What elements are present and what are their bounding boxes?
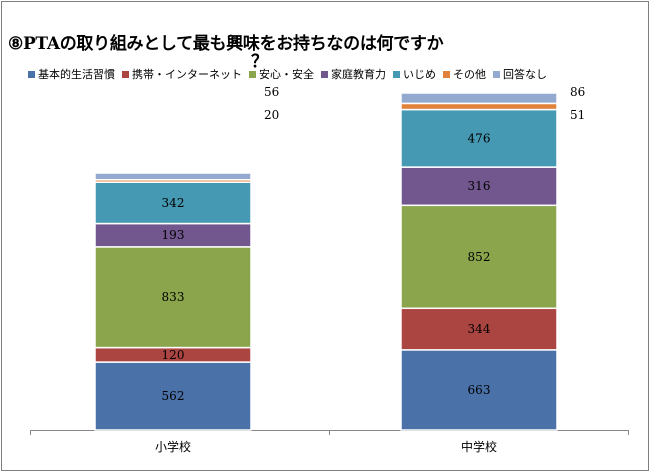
data-label: 56 [264,85,279,99]
data-label: 344 [468,322,491,336]
bar-segment [400,349,558,431]
category-label: 中学校 [461,439,497,454]
bar-segment [94,361,252,431]
bar-segment [400,204,558,310]
chart-title: ⑧PTAの取り組みとして最も興味をお持ちなのは何ですか [8,34,444,54]
bar-segment [94,181,252,225]
bar-segment [400,307,558,351]
bar-segment [400,102,558,111]
legend-label: 基本的生活習慣 [38,68,115,81]
data-label: 562 [162,389,185,403]
legend-label: 家庭教育力 [331,68,386,81]
chart-title-wrap: ？ [251,52,268,72]
legend-label: その他 [453,68,486,81]
legend-swatch [493,70,500,78]
data-label: 86 [570,85,585,99]
data-label: 342 [162,196,185,210]
data-label: 51 [570,108,585,122]
data-label: 852 [468,250,491,264]
legend-swatch [122,70,129,78]
bar-segment [400,92,558,105]
legend-item: 回答なし [493,66,547,82]
bar-segment [400,108,558,168]
legend-item: 携帯・インターネット [122,66,242,82]
data-label: 20 [264,108,279,122]
legend-item: その他 [443,66,486,82]
legend-swatch [443,70,450,78]
data-label: 193 [162,228,185,242]
legend: 基本的生活習慣 携帯・インターネット 安心・安全 家庭教育力 いじめ その他 回答なし [28,66,547,82]
legend-swatch [28,70,35,78]
category-label: 小学校 [155,439,191,454]
legend-label: いじめ [403,68,436,81]
legend-swatch [249,70,256,78]
legend-item: いじめ [393,66,436,82]
legend-item: 家庭教育力 [321,66,386,82]
data-label: 476 [468,131,491,145]
bar-segment [94,172,252,181]
legend-item: 安心・安全 [249,66,314,82]
legend-swatch [321,70,328,78]
legend-swatch [393,70,400,78]
legend-item: 基本的生活習慣 [28,66,115,82]
data-label: 663 [468,383,491,397]
data-label: 833 [162,290,185,304]
legend-label: 安心・安全 [259,68,314,81]
data-label: 316 [468,179,491,193]
legend-label: 回答なし [503,68,547,81]
bar-segment [94,246,252,349]
data-label: 120 [162,348,185,362]
legend-label: 携帯・インターネット [132,68,242,81]
